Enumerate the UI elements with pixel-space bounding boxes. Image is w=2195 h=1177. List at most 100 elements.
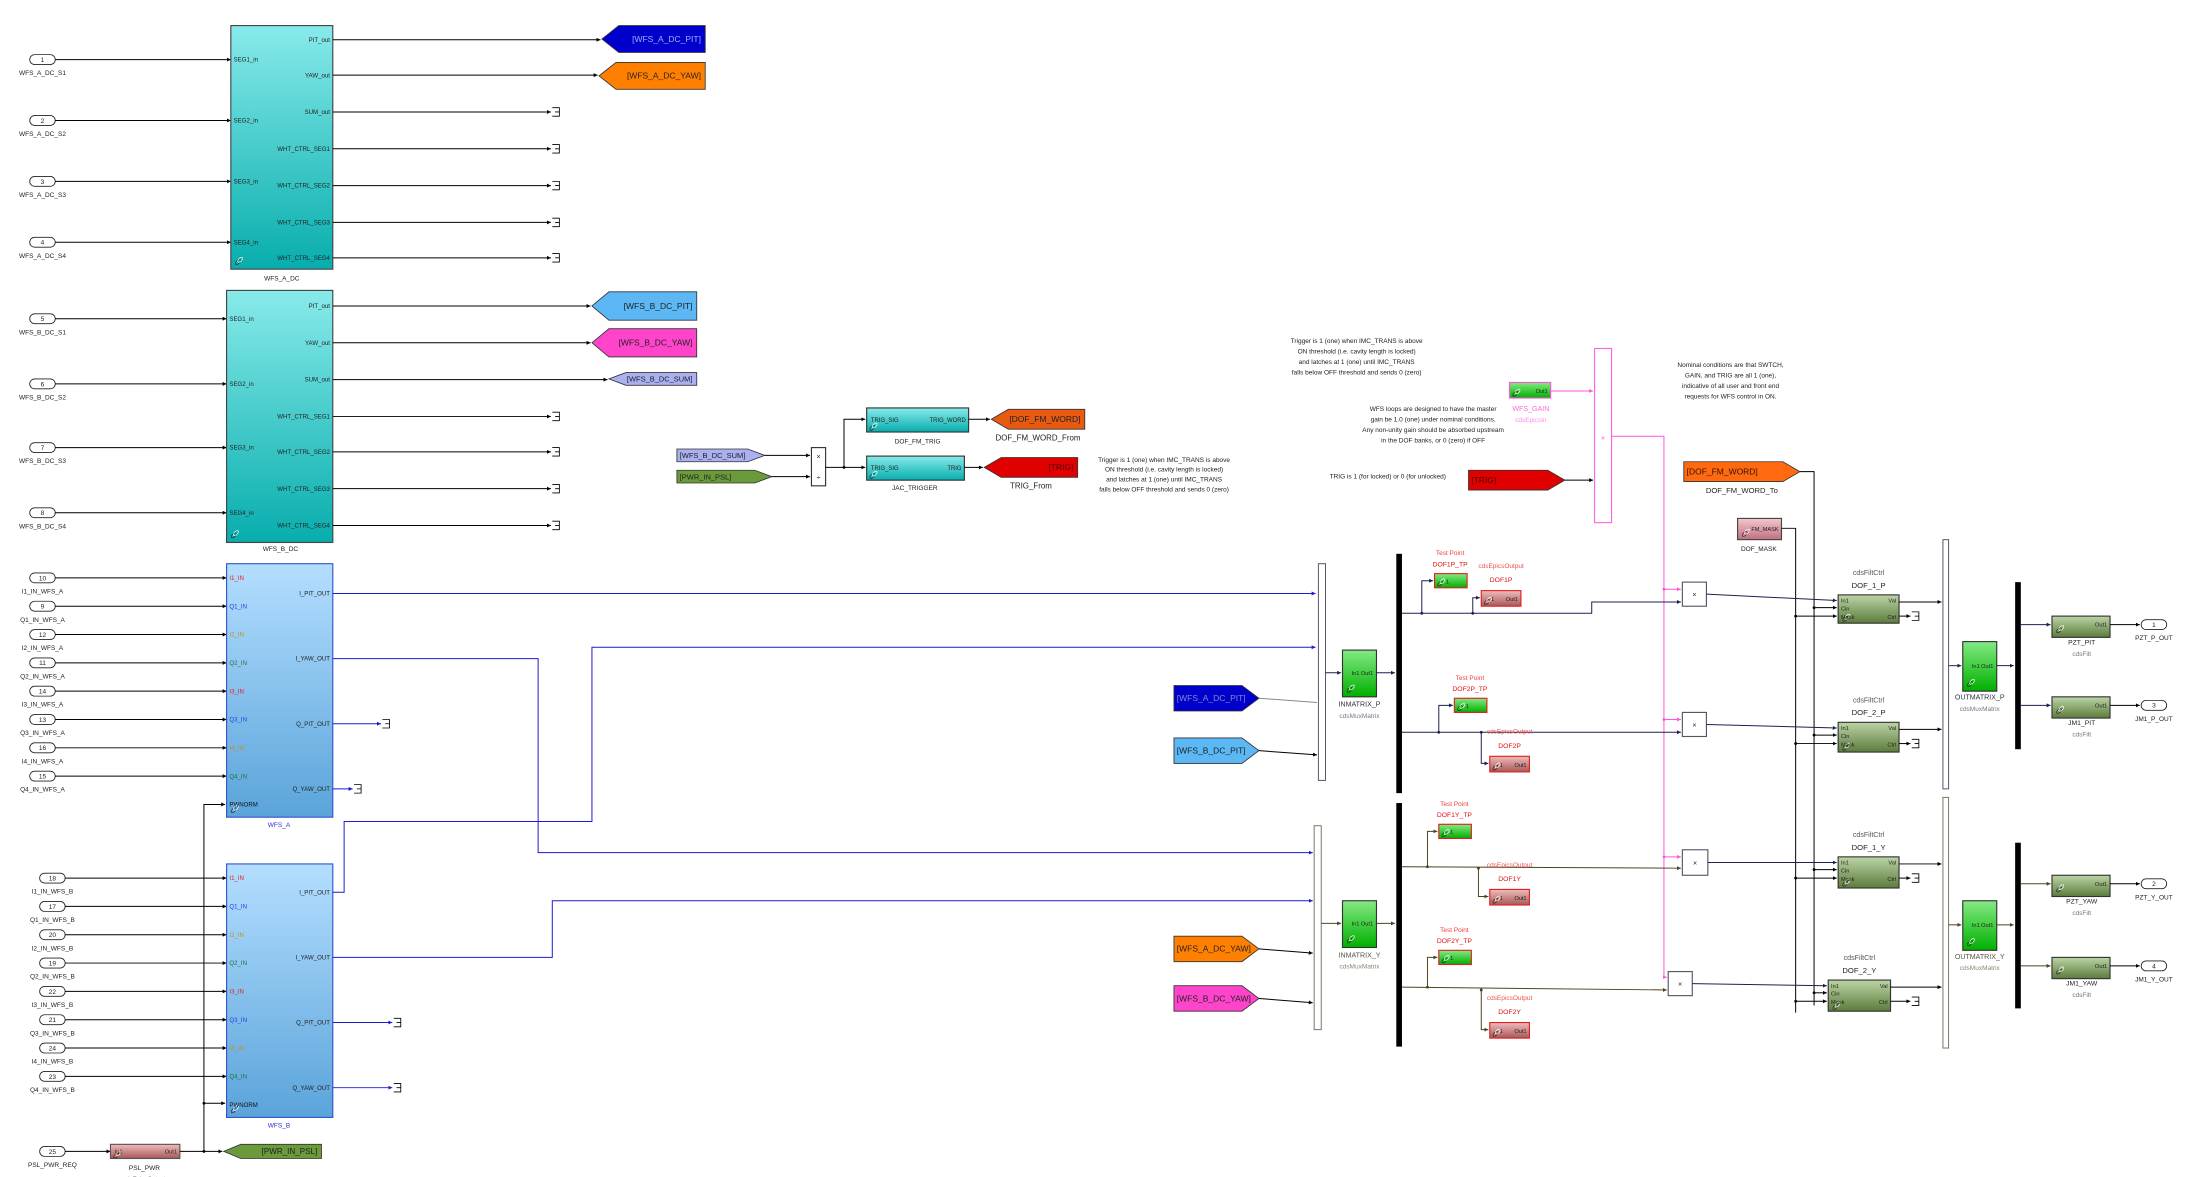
signal-line[interactable] xyxy=(1426,829,1438,867)
filter-block[interactable] xyxy=(2051,615,2111,638)
block-name: WFS_GAIN xyxy=(1512,405,1549,413)
filter-ctrl-block[interactable] xyxy=(1837,721,1900,753)
filter-block[interactable] xyxy=(2051,956,2111,980)
label: WHT_CTRL_SEG2 xyxy=(277,183,330,190)
cin-bus-line[interactable] xyxy=(1799,471,1815,1006)
signal-line[interactable] xyxy=(1706,723,1837,730)
epics-output-block[interactable] xyxy=(1489,888,1530,906)
wfs-gain-block[interactable] xyxy=(1509,381,1552,399)
epics-output-block[interactable] xyxy=(1489,1021,1530,1039)
goto-wfs-b-dc-sum[interactable] xyxy=(607,372,698,386)
outport[interactable] xyxy=(2140,960,2168,972)
goto-wfs-a-dc-pit[interactable] xyxy=(601,25,706,53)
wfs-b-block[interactable] xyxy=(226,863,334,1118)
port-number: 24 xyxy=(49,1045,57,1052)
annotation-text: falls below OFF threshold and sends 0 (z… xyxy=(1099,486,1229,493)
signal-line[interactable] xyxy=(1258,948,1313,955)
from-yaw-b[interactable] xyxy=(1173,985,1260,1012)
goto-trig[interactable] xyxy=(983,457,1079,478)
signal-line[interactable] xyxy=(1472,595,1480,614)
signal-line[interactable] xyxy=(1692,983,1827,988)
library-link-icon xyxy=(1441,955,1450,964)
divide-block[interactable] xyxy=(810,447,827,487)
mux-block[interactable] xyxy=(1313,825,1322,1031)
product-block[interactable] xyxy=(1681,711,1708,738)
port-number: 20 xyxy=(49,932,57,939)
wfs-a-block[interactable] xyxy=(226,563,334,818)
library-link-icon xyxy=(1842,878,1851,887)
label: Cin xyxy=(1831,992,1840,998)
signal-line[interactable] xyxy=(203,802,226,1152)
signal-line[interactable] xyxy=(1426,955,1438,988)
demux-block[interactable] xyxy=(1396,803,1402,1047)
block-name: DOF2P_TP xyxy=(1452,686,1488,693)
signal-line[interactable] xyxy=(1401,599,1681,614)
test-point-block[interactable] xyxy=(1438,949,1472,966)
mux-block[interactable] xyxy=(1942,796,1950,1049)
goto-wfs-b-dc-yaw[interactable] xyxy=(591,328,698,358)
from-dof-fm-word[interactable] xyxy=(1683,461,1801,483)
label: 1 xyxy=(1466,704,1469,710)
goto-dof-fm-word[interactable] xyxy=(990,408,1086,430)
from-pwr-in-psl[interactable] xyxy=(676,469,774,484)
signal-line[interactable] xyxy=(1477,868,1489,899)
signal-line[interactable] xyxy=(1258,697,1318,703)
goto-pwr-in-psl[interactable] xyxy=(222,1143,322,1159)
dof-fm-trig-block[interactable] xyxy=(866,407,970,433)
signal-line[interactable] xyxy=(825,417,866,468)
signal-line[interactable] xyxy=(1421,578,1434,614)
outport[interactable] xyxy=(2140,699,2168,711)
epics-output-block[interactable] xyxy=(1480,590,1522,607)
block-name: DOF2Y_TP xyxy=(1437,938,1473,945)
signal-line[interactable] xyxy=(1480,989,1489,1032)
from-trig[interactable] xyxy=(1468,469,1566,491)
from-yaw-a[interactable] xyxy=(1173,935,1260,963)
signal-line[interactable] xyxy=(1401,986,1667,992)
demux-block[interactable] xyxy=(2015,842,2021,1009)
goto-wfs-a-dc-yaw[interactable] xyxy=(598,61,706,90)
port-label: WFS_B_DC_S3 xyxy=(19,458,66,465)
gain-product-block[interactable] xyxy=(1593,347,1613,524)
jac-trigger-block[interactable] xyxy=(866,455,965,481)
signal-line[interactable] xyxy=(332,645,1316,893)
filter-block[interactable] xyxy=(2051,696,2111,719)
signal-line[interactable] xyxy=(1258,997,1313,1005)
port-label: I3_IN_WFS_A xyxy=(22,702,64,709)
mux-block[interactable] xyxy=(1942,539,1950,790)
demux-block[interactable] xyxy=(2015,582,2021,750)
from-pitch-a[interactable] xyxy=(1173,685,1260,712)
port-number: 21 xyxy=(49,1017,57,1024)
test-point-block[interactable] xyxy=(1433,573,1468,589)
signal-line[interactable] xyxy=(1438,703,1453,733)
product-block[interactable] xyxy=(1681,849,1709,876)
port-label: I1_IN_WFS_B xyxy=(32,889,74,896)
signal-line[interactable] xyxy=(332,898,1313,958)
label: In1 xyxy=(1841,861,1849,867)
from-wfs-b-dc-sum[interactable] xyxy=(676,448,766,463)
mux-block[interactable] xyxy=(1317,563,1326,781)
from-pitch-b[interactable] xyxy=(1173,737,1260,764)
signal-line[interactable] xyxy=(1401,866,1681,871)
signal-line[interactable] xyxy=(1480,732,1489,766)
signal-line[interactable] xyxy=(332,658,1313,855)
goto-wfs-b-dc-pit[interactable] xyxy=(591,291,698,321)
wfs-a-dc-block[interactable] xyxy=(230,25,334,270)
filter-block[interactable] xyxy=(2051,874,2111,898)
signal-line[interactable] xyxy=(1258,750,1318,757)
product-block[interactable] xyxy=(1681,581,1708,607)
dof-mask-block[interactable] xyxy=(1737,517,1783,541)
test-point-block[interactable] xyxy=(1438,823,1472,840)
outport[interactable] xyxy=(2140,619,2168,630)
signal-line[interactable] xyxy=(1706,593,1837,603)
epics-output-block[interactable] xyxy=(1489,755,1530,773)
label: TRIG xyxy=(947,466,962,472)
outport[interactable] xyxy=(2140,878,2168,890)
test-point-block[interactable] xyxy=(1453,697,1488,713)
wfs-b-dc-block[interactable] xyxy=(226,289,334,544)
mask-bus-line[interactable] xyxy=(1781,527,1797,1013)
demux-block[interactable] xyxy=(1396,553,1402,794)
product-block[interactable] xyxy=(1667,970,1693,997)
label: I_YAW_OUT xyxy=(296,656,331,663)
signal-line[interactable] xyxy=(1611,435,1667,980)
